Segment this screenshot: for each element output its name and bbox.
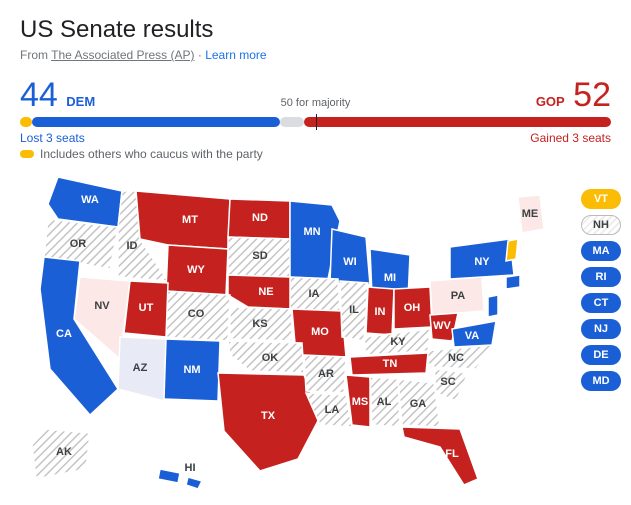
state-ga[interactable] xyxy=(398,379,440,427)
dem-status: Lost 3 seats xyxy=(20,131,85,145)
state-wi[interactable] xyxy=(330,229,370,285)
state-mt[interactable] xyxy=(136,191,230,249)
source-line: From The Associated Press (AP) · Learn m… xyxy=(20,48,611,62)
score-row: 44 DEM 50 for majority GOP 52 xyxy=(0,70,631,117)
state-label-hi: HI xyxy=(185,462,196,474)
state-pa[interactable] xyxy=(430,277,484,315)
state-me[interactable] xyxy=(518,195,544,233)
gop-seat-count: 52 xyxy=(573,76,611,114)
state-in[interactable] xyxy=(366,287,394,335)
us-map: WAORIDMTNDSDWYMNWIMIIANECOKSMOILINOHPANY… xyxy=(20,169,560,499)
status-row: Lost 3 seats Gained 3 seats xyxy=(0,127,631,147)
pill-nj[interactable]: NJ xyxy=(581,319,621,339)
pill-nh[interactable]: NH xyxy=(581,215,621,235)
state-hi[interactable] xyxy=(158,469,202,489)
map-area: WAORIDMTNDSDWYMNWIMIIANECOKSMOILINOHPANY… xyxy=(20,169,621,499)
state-nj_s[interactable] xyxy=(488,295,498,317)
state-tx[interactable] xyxy=(218,373,320,471)
pill-ri[interactable]: RI xyxy=(581,267,621,287)
state-ak[interactable] xyxy=(32,429,90,479)
state-sd[interactable] xyxy=(228,237,290,277)
gop-side: GOP 52 xyxy=(536,76,611,115)
state-nc[interactable] xyxy=(424,345,492,369)
pill-ma[interactable]: MA xyxy=(581,241,621,261)
state-ar[interactable] xyxy=(304,355,346,393)
pill-de[interactable]: DE xyxy=(581,345,621,365)
caucus-note-row: Includes others who caucus with the part… xyxy=(0,147,631,165)
state-oh[interactable] xyxy=(394,287,432,329)
gop-label: GOP xyxy=(536,94,565,109)
state-wa[interactable] xyxy=(48,177,122,227)
caucus-note: Includes others who caucus with the part… xyxy=(40,147,263,161)
state-ny[interactable] xyxy=(450,239,514,279)
seat-bar xyxy=(20,117,611,127)
state-al[interactable] xyxy=(370,377,400,427)
source-prefix: From xyxy=(20,48,51,62)
state-ia[interactable] xyxy=(290,277,340,311)
pill-md[interactable]: MD xyxy=(581,371,621,391)
pill-vt[interactable]: VT xyxy=(581,189,621,209)
caucus-dot-icon xyxy=(20,150,34,158)
pill-ct[interactable]: CT xyxy=(581,293,621,313)
state-va[interactable] xyxy=(452,321,496,347)
state-nd[interactable] xyxy=(228,199,290,239)
state-vt_s[interactable] xyxy=(506,239,518,261)
page-title: US Senate results xyxy=(20,16,611,44)
state-ok[interactable] xyxy=(228,341,304,373)
state-tn[interactable] xyxy=(350,353,428,375)
state-ct_s[interactable] xyxy=(506,275,520,289)
gop-status: Gained 3 seats xyxy=(530,131,611,145)
dem-seat-count: 44 xyxy=(20,76,58,114)
state-pill-column: VT NH MA RI CT NJ DE MD xyxy=(581,189,621,391)
state-fl[interactable] xyxy=(402,427,478,485)
state-sc[interactable] xyxy=(434,369,468,401)
state-co[interactable] xyxy=(164,291,230,341)
source-link[interactable]: The Associated Press (AP) xyxy=(51,48,194,62)
state-az[interactable] xyxy=(118,337,166,401)
state-nm[interactable] xyxy=(164,339,220,401)
dem-side: 44 DEM xyxy=(20,76,95,115)
state-ne[interactable] xyxy=(228,275,290,309)
dem-label: DEM xyxy=(66,94,95,109)
header: US Senate results From The Associated Pr… xyxy=(0,0,631,70)
source-sep: · xyxy=(195,48,206,62)
state-ut[interactable] xyxy=(124,281,168,337)
state-wy[interactable] xyxy=(166,245,228,295)
learn-more-link[interactable]: Learn more xyxy=(205,48,266,62)
state-ks[interactable] xyxy=(230,307,292,341)
majority-label: 50 for majority xyxy=(281,97,351,109)
state-il[interactable] xyxy=(340,281,368,341)
